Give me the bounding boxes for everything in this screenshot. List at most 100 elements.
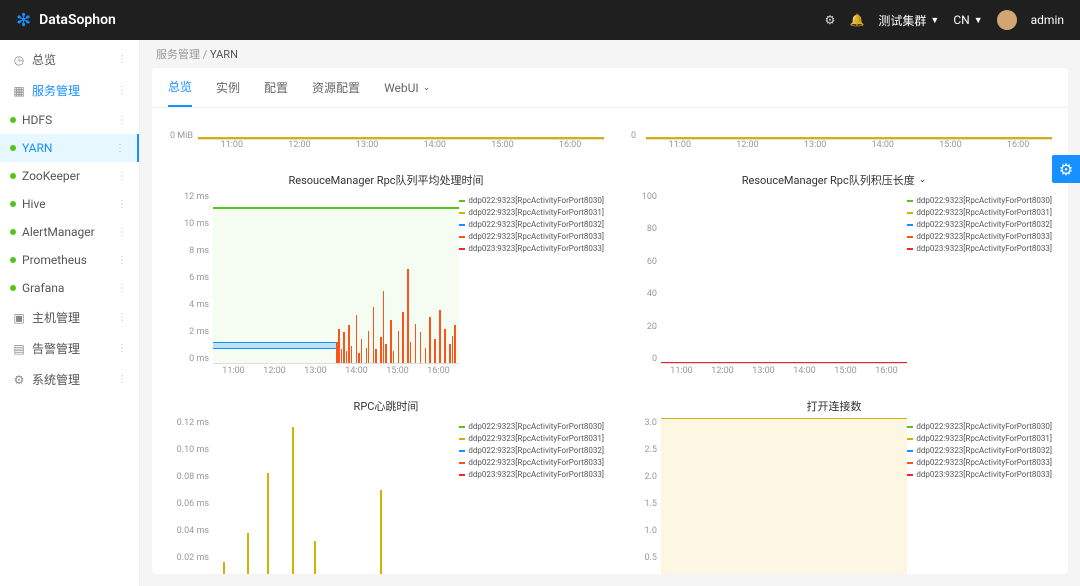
lang-dropdown[interactable]: CN ▼ xyxy=(953,13,982,27)
menu-icon: ⚙ xyxy=(12,373,26,387)
sidebar-item-6[interactable]: AlertManager⋮ xyxy=(0,218,139,246)
plot: 100806040200 11:0012:0013:0014:0015:0016… xyxy=(616,192,907,382)
main: ◷总览⋮▦服务管理⋮HDFS⋮YARN⋮ZooKeeper⋮Hive⋮Alert… xyxy=(0,40,1080,586)
breadcrumb-a[interactable]: 服务管理 xyxy=(156,48,200,61)
legend: ddp022:9323[RpcActivityForPort8030] ddp02… xyxy=(459,418,604,574)
more-icon[interactable]: ⋮ xyxy=(117,227,127,238)
sidebar-item-9[interactable]: ▣主机管理⋮ xyxy=(0,302,139,333)
legend-item[interactable]: ddp023:9323[RpcActivityForPort8033] xyxy=(907,244,1052,253)
status-dot-icon xyxy=(10,257,16,263)
mini-chart-left: 0 MiB 11:0012:0013:0014:0015:0016:00 xyxy=(168,116,604,156)
legend-color-icon xyxy=(907,426,913,428)
sidebar-item-5[interactable]: Hive⋮ xyxy=(0,190,139,218)
header-left: ✻ DataSophon xyxy=(16,10,116,31)
legend-item[interactable]: ddp022:9323[RpcActivityForPort8032] xyxy=(907,446,1052,455)
plot-area xyxy=(213,192,459,364)
legend-item[interactable]: ddp022:9323[RpcActivityForPort8030] xyxy=(907,422,1052,431)
legend-item[interactable]: ddp022:9323[RpcActivityForPort8033] xyxy=(459,458,604,467)
more-icon[interactable]: ⋮ xyxy=(117,54,127,65)
more-icon[interactable]: ⋮ xyxy=(117,374,127,385)
status-dot-icon xyxy=(10,201,16,207)
avatar[interactable] xyxy=(997,10,1017,30)
legend-color-icon xyxy=(907,236,913,238)
legend-item[interactable]: ddp022:9323[RpcActivityForPort8031] xyxy=(459,434,604,443)
legend-color-icon xyxy=(459,450,465,452)
legend-item[interactable]: ddp022:9323[RpcActivityForPort8033] xyxy=(459,232,604,241)
chart-title: ResouceManager Rpc队列平均处理时间 xyxy=(168,168,604,192)
more-icon[interactable]: ⋮ xyxy=(117,255,127,266)
legend-item[interactable]: ddp023:9323[RpcActivityForPort8033] xyxy=(459,470,604,479)
sidebar-label: Grafana xyxy=(22,281,64,295)
chevron-down-icon: ⌄ xyxy=(423,83,431,93)
tab-1[interactable]: 实例 xyxy=(216,68,240,107)
charts-area: 0 MiB 11:0012:0013:0014:0015:0016:00 0 xyxy=(152,108,1068,574)
status-dot-icon xyxy=(10,285,16,291)
more-icon[interactable]: ⋮ xyxy=(117,171,127,182)
more-icon[interactable]: ⋮ xyxy=(117,199,127,210)
chevron-down-icon[interactable]: ⌄ xyxy=(919,175,927,185)
legend-color-icon xyxy=(907,462,913,464)
sidebar-label: YARN xyxy=(22,141,52,155)
tab-4[interactable]: WebUI⌄ xyxy=(384,68,430,107)
user-label: admin xyxy=(1031,13,1064,27)
legend-item[interactable]: ddp022:9323[RpcActivityForPort8031] xyxy=(907,208,1052,217)
legend-color-icon xyxy=(459,248,465,250)
tab-2[interactable]: 配置 xyxy=(264,68,288,107)
legend-item[interactable]: ddp022:9323[RpcActivityForPort8032] xyxy=(907,220,1052,229)
legend-item[interactable]: ddp022:9323[RpcActivityForPort8031] xyxy=(459,208,604,217)
y-axis: 3.02.52.01.51.00.50.0 xyxy=(616,418,661,574)
floating-settings-button[interactable]: ⚙ xyxy=(1052,155,1080,183)
y-label: 0 xyxy=(631,131,636,141)
sidebar-item-11[interactable]: ⚙系统管理⋮ xyxy=(0,364,139,395)
sidebar-item-8[interactable]: Grafana ⋮ xyxy=(0,274,139,302)
legend-item[interactable]: ddp022:9323[RpcActivityForPort8032] xyxy=(459,446,604,455)
plot-area: 0 MiB xyxy=(198,120,604,140)
tabs: 总览实例配置资源配置 WebUI⌄ xyxy=(152,68,1068,108)
sidebar-item-10[interactable]: ▤告警管理⋮ xyxy=(0,333,139,364)
tab-3[interactable]: 资源配置 xyxy=(312,68,360,107)
legend-color-icon xyxy=(459,200,465,202)
legend-item[interactable]: ddp022:9323[RpcActivityForPort8032] xyxy=(459,220,604,229)
legend-item[interactable]: ddp022:9323[RpcActivityForPort8033] xyxy=(907,458,1052,467)
bell-icon[interactable]: 🔔 xyxy=(849,13,864,27)
sidebar-item-7[interactable]: Prometheus⋮ xyxy=(0,246,139,274)
legend-item[interactable]: ddp022:9323[RpcActivityForPort8030] xyxy=(459,422,604,431)
legend-item[interactable]: ddp022:9323[RpcActivityForPort8030] xyxy=(459,196,604,205)
sidebar-item-2[interactable]: HDFS⋮ xyxy=(0,106,139,134)
gear-icon[interactable]: ⚙ xyxy=(825,13,836,27)
cluster-dropdown[interactable]: 测试集群 ▼ xyxy=(878,12,939,29)
more-icon[interactable]: ⋮ xyxy=(117,115,127,126)
more-icon[interactable]: ⋮ xyxy=(117,312,127,323)
status-dot-icon xyxy=(10,117,16,123)
tab-0[interactable]: 总览 xyxy=(168,68,192,107)
legend-item[interactable]: ddp023:9323[RpcActivityForPort8033] xyxy=(459,244,604,253)
legend-color-icon xyxy=(459,224,465,226)
sidebar-item-4[interactable]: ZooKeeper⋮ xyxy=(0,162,139,190)
legend-item[interactable]: ddp023:9323[RpcActivityForPort8033] xyxy=(907,470,1052,479)
logo-icon: ✻ xyxy=(16,10,31,31)
sidebar-item-0[interactable]: ◷总览⋮ xyxy=(0,44,139,75)
brand: DataSophon xyxy=(39,12,116,28)
more-icon[interactable]: ⋮ xyxy=(115,143,125,154)
menu-icon: ▣ xyxy=(12,311,26,325)
legend-item[interactable]: ddp022:9323[RpcActivityForPort8030] xyxy=(907,196,1052,205)
legend-color-icon xyxy=(459,212,465,214)
sidebar-item-3[interactable]: YARN ⋮ xyxy=(0,134,139,162)
sidebar-label: 告警管理 xyxy=(32,340,80,357)
chart-title: 打开连接数 xyxy=(616,394,1052,418)
chevron-down-icon: ▼ xyxy=(974,15,983,26)
legend-color-icon xyxy=(907,438,913,440)
x-axis: 11:0012:0013:0014:0015:0016:00 xyxy=(198,140,604,156)
sidebar-item-1[interactable]: ▦服务管理⋮ xyxy=(0,75,139,106)
plot-area xyxy=(661,192,907,364)
lang-label: CN xyxy=(953,13,969,27)
more-icon[interactable]: ⋮ xyxy=(117,343,127,354)
legend-color-icon xyxy=(907,474,913,476)
more-icon[interactable]: ⋮ xyxy=(117,283,127,294)
legend-item[interactable]: ddp022:9323[RpcActivityForPort8033] xyxy=(907,232,1052,241)
legend-color-icon xyxy=(459,438,465,440)
sidebar: ◷总览⋮▦服务管理⋮HDFS⋮YARN⋮ZooKeeper⋮Hive⋮Alert… xyxy=(0,40,140,586)
legend-item[interactable]: ddp022:9323[RpcActivityForPort8031] xyxy=(907,434,1052,443)
content: 服务管理 / YARN 总览实例配置资源配置WebUI⌄ 0 MiB 11:00… xyxy=(140,40,1080,586)
more-icon[interactable]: ⋮ xyxy=(117,85,127,96)
